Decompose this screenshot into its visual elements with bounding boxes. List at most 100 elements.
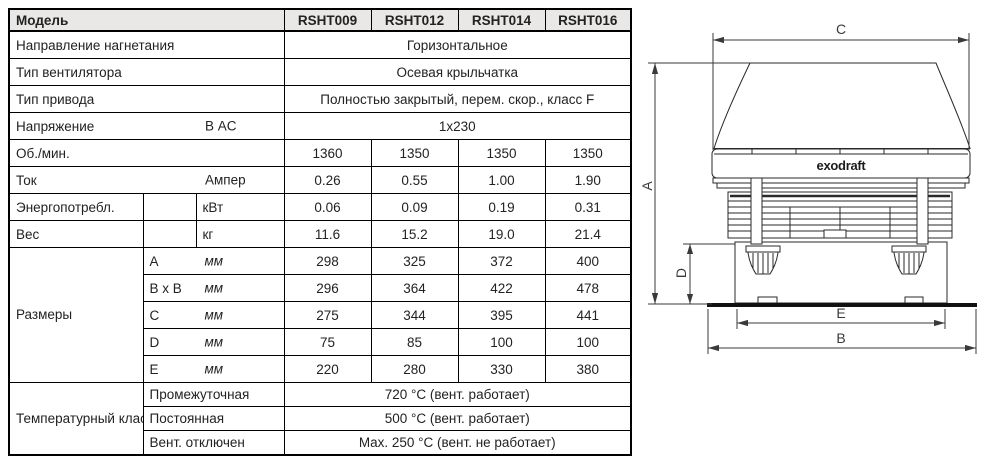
dim-label-e: E	[836, 305, 845, 321]
cell-value: 372	[457, 247, 546, 275]
cell-value: 364	[370, 274, 459, 302]
cell-value: 298	[283, 247, 372, 275]
row-power: Энергопотребл. кВт 0.06 0.09 0.19 0.31	[8, 193, 632, 221]
row-label: Вес	[8, 220, 144, 248]
temp-mode-value: 720 °C (вент. работает)	[283, 382, 632, 407]
brand-logo: exodraft	[817, 158, 867, 173]
cell-value: 85	[370, 328, 459, 356]
temp-mode-label: Вент. отключен	[142, 430, 285, 456]
power-unit: кВт	[195, 193, 285, 221]
dim-letter: E	[149, 361, 159, 377]
dim-letter: B x B	[149, 280, 182, 296]
empty-cell	[142, 193, 197, 221]
header-model-2: RSHT012	[370, 8, 459, 32]
cell-value: 1360	[283, 139, 372, 167]
voltage-unit: В AC	[205, 118, 237, 134]
dim-unit: мм	[204, 280, 224, 296]
row-voltage: Напряжение В AC 1x230	[8, 112, 632, 140]
dim-b	[707, 309, 977, 354]
temp-mode-value: 500 °C (вент. работает)	[283, 406, 632, 431]
dimension-lines	[648, 33, 977, 354]
row-rpm: Об./мин. 1360 1350 1350 1350	[8, 139, 632, 167]
cell-value: 0.26	[283, 166, 372, 194]
cell-value: 0.06	[283, 193, 372, 221]
row-label: Об./мин.	[8, 139, 285, 167]
row-label: Тип привода	[8, 85, 285, 113]
row-label: Напряжение В AC	[8, 112, 285, 140]
cell-value: 21.4	[544, 220, 632, 248]
cell-value: 220	[283, 355, 372, 383]
cell-value: 19.0	[457, 220, 546, 248]
fan-base-plate	[707, 303, 977, 307]
cell-value: 1.90	[544, 166, 632, 194]
cell-value: 380	[544, 355, 632, 383]
cell-value: 275	[283, 301, 372, 329]
cell-value: 344	[370, 301, 459, 329]
cell-value: 75	[283, 328, 372, 356]
header-model-3: RSHT014	[457, 8, 546, 32]
voltage-label: Напряжение	[16, 118, 95, 134]
dim-letter-cell: C мм	[142, 301, 285, 329]
dim-c	[712, 33, 970, 150]
row-dim-e: E мм 220 280 330 380	[9, 355, 632, 383]
dim-e	[736, 309, 946, 329]
header-model-label: Модель	[8, 8, 285, 32]
dim-unit: мм	[204, 307, 224, 323]
header-model-4: RSHT016	[544, 8, 632, 32]
header-row: Модель RSHT009 RSHT012 RSHT014 RSHT016	[8, 8, 632, 32]
current-unit: Ампер	[205, 172, 246, 188]
cell-value: 0.09	[370, 193, 459, 221]
row-label: Ток Ампер	[8, 166, 285, 194]
fan-grille	[727, 191, 953, 239]
dim-letter-cell: E мм	[142, 355, 285, 383]
dim-unit: мм	[204, 334, 224, 350]
current-label: Ток	[16, 172, 37, 188]
dim-letter-cell: A мм	[142, 247, 285, 275]
cell-value: 325	[370, 247, 459, 275]
dim-unit: мм	[204, 253, 224, 269]
cell-value: 100	[457, 328, 546, 356]
dim-letter: D	[149, 334, 160, 350]
dim-letter: C	[149, 307, 160, 323]
row-value: 1x230	[283, 112, 632, 140]
cell-value: 422	[457, 274, 546, 302]
row-fan-type: Тип вентилятора Осевая крыльчатка	[8, 58, 632, 86]
cell-value: 395	[457, 301, 546, 329]
row-value: Горизонтальное	[283, 30, 632, 59]
row-dim-bxb: B x B мм 296 364 422 478	[9, 274, 632, 302]
cell-value: 400	[544, 247, 632, 275]
dim-label-d: D	[673, 268, 689, 278]
row-temp-off: Вент. отключен Max. 250 °C (вент. не раб…	[9, 430, 632, 456]
cell-value: 478	[544, 274, 632, 302]
dim-label-b: B	[836, 330, 845, 346]
dim-letter: A	[149, 253, 159, 269]
temp-mode-label: Постоянная	[142, 406, 285, 431]
header-model-1: RSHT009	[283, 8, 372, 32]
dim-label-a: A	[640, 181, 655, 191]
row-value: Полностью закрытый, перем. скор., класс …	[283, 85, 632, 113]
cell-value: 296	[283, 274, 372, 302]
fan-drawing	[707, 62, 977, 307]
temp-mode-value: Max. 250 °C (вент. не работает)	[283, 430, 632, 456]
cell-value: 0.55	[370, 166, 459, 194]
temp-mode-label: Промежуточная	[142, 382, 285, 407]
row-temp-intermediate: Температурный класс Промежуточная 720 °C…	[8, 382, 632, 456]
cell-value: 1350	[457, 139, 546, 167]
dim-letter-cell: D мм	[142, 328, 285, 356]
cell-value: 1350	[544, 139, 632, 167]
row-dim-d: D мм 75 85 100 100	[9, 328, 632, 356]
cell-value: 0.19	[457, 193, 546, 221]
dim-label-c: C	[836, 21, 846, 37]
row-weight: Вес кг 11.6 15.2 19.0 21.4	[8, 220, 632, 248]
empty-cell	[142, 220, 197, 248]
temperature-group-label: Температурный класс	[8, 382, 144, 456]
weight-unit: кг	[195, 220, 285, 248]
row-label: Тип вентилятора	[8, 58, 285, 86]
row-label: Направление нагнетания	[8, 30, 285, 59]
cell-value: 0.31	[544, 193, 632, 221]
spec-table: Модель RSHT009 RSHT012 RSHT014 RSHT016 Н…	[8, 8, 633, 456]
row-dim-a: Размеры A мм 298 325 372 400	[8, 247, 632, 383]
cell-value: 441	[544, 301, 632, 329]
cell-value: 15.2	[370, 220, 459, 248]
cell-value: 280	[370, 355, 459, 383]
